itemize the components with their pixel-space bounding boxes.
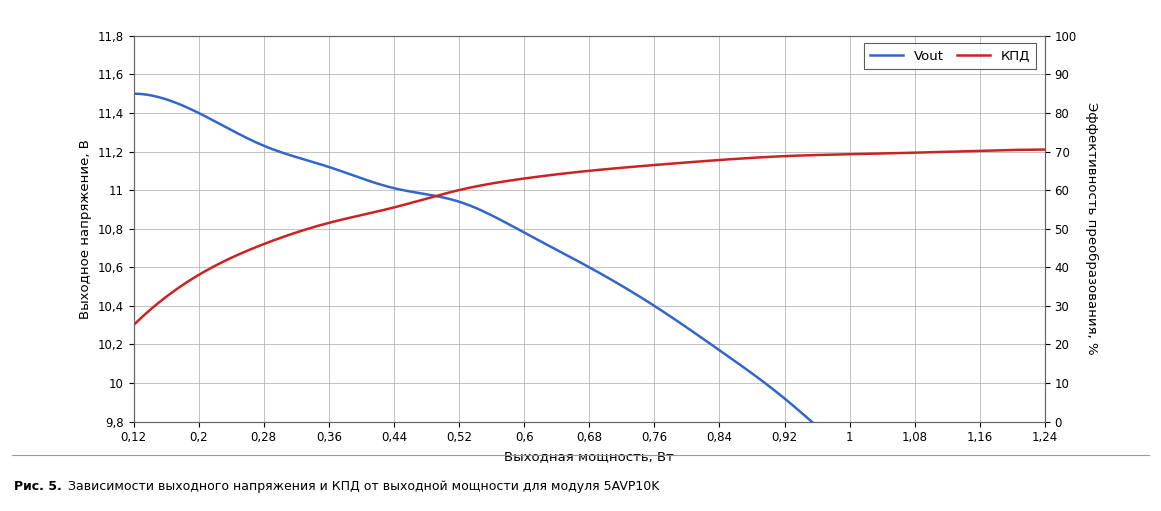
Line: КПД: КПД	[134, 150, 1045, 325]
КПД	[895, 150, 909, 156]
Legend: Vout, КПД: Vout, КПД	[864, 43, 1037, 69]
КПД	[127, 322, 140, 328]
Vout	[130, 90, 144, 97]
КПД	[1038, 147, 1052, 153]
Text: Рис. 5.: Рис. 5.	[14, 480, 62, 493]
X-axis label: Выходная мощность, Вт: Выходная мощность, Вт	[504, 450, 675, 463]
Text: Зависимости выходного напряжения и КПД от выходной мощности для модуля 5AVP10K: Зависимости выходного напряжения и КПД о…	[64, 480, 659, 493]
Y-axis label: Эффективность преобразования, %: Эффективность преобразования, %	[1084, 102, 1097, 355]
КПД	[669, 160, 683, 167]
Line: Vout: Vout	[134, 94, 1045, 511]
КПД	[130, 319, 144, 325]
КПД	[666, 160, 680, 167]
Vout	[669, 317, 683, 323]
Vout	[666, 315, 680, 321]
КПД	[684, 159, 698, 165]
Vout	[127, 90, 140, 97]
Y-axis label: Выходное напряжение, В: Выходное напряжение, В	[79, 138, 92, 319]
Vout	[684, 328, 698, 334]
КПД	[952, 148, 966, 154]
Vout	[895, 491, 909, 497]
